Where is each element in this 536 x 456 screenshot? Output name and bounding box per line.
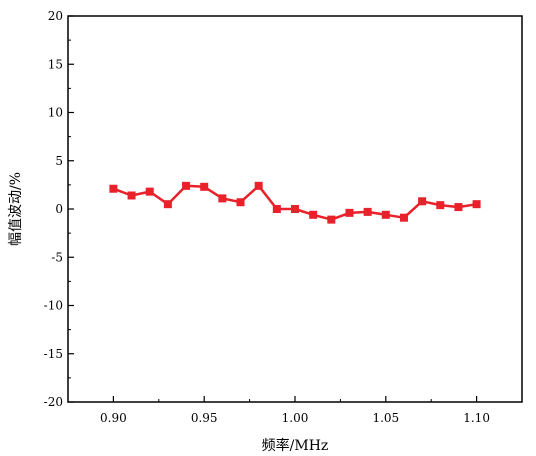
data-point-marker xyxy=(309,210,318,219)
y-tick-label: -10 xyxy=(44,299,63,313)
data-point-marker xyxy=(363,207,372,216)
data-point-marker xyxy=(200,182,209,191)
y-tick-label: 5 xyxy=(55,154,63,168)
x-tick-label: 1.10 xyxy=(463,411,490,425)
minor-ticks xyxy=(67,39,523,402)
tick-labels: 20 15 10 5 0 -5 -10 -15 -20 0.90 0.95 1.00 1.05 1.10 xyxy=(44,9,490,425)
data-point-marker xyxy=(418,197,427,206)
series-layer xyxy=(109,181,481,224)
y-tick-label: 10 xyxy=(48,106,63,120)
y-tick-label: -20 xyxy=(44,395,63,409)
data-point-marker xyxy=(254,181,263,190)
data-point-marker xyxy=(454,203,463,212)
data-point-marker xyxy=(236,198,245,207)
y-tick-label: 15 xyxy=(48,57,63,71)
data-point-marker xyxy=(291,205,299,213)
x-tick-label: 0.90 xyxy=(100,411,127,425)
x-tick-label: 0.95 xyxy=(191,411,218,425)
data-point-marker xyxy=(381,210,390,219)
x-tick-label: 1.00 xyxy=(282,411,309,425)
y-tick-label: 20 xyxy=(48,9,63,23)
data-point-marker xyxy=(163,200,172,209)
data-point-marker xyxy=(109,184,118,193)
data-point-marker xyxy=(272,205,281,213)
y-tick-label: 0 xyxy=(55,202,63,216)
data-point-marker xyxy=(345,208,354,217)
data-point-marker xyxy=(436,201,445,210)
y-tick-label: -5 xyxy=(51,250,63,264)
y-axis-label: 幅值波动/% xyxy=(8,172,24,246)
y-tick-label: -15 xyxy=(44,347,63,361)
x-tick-label: 1.05 xyxy=(372,411,399,425)
data-point-marker xyxy=(145,187,154,196)
data-point-marker xyxy=(182,181,191,190)
x-axis-label: 频率/MHz xyxy=(262,437,329,454)
data-point-marker xyxy=(127,191,136,200)
data-point-marker xyxy=(399,213,408,222)
data-point-marker xyxy=(218,194,227,203)
data-point-marker xyxy=(472,200,481,209)
data-point-marker xyxy=(327,215,336,224)
plot-frame xyxy=(67,15,523,403)
